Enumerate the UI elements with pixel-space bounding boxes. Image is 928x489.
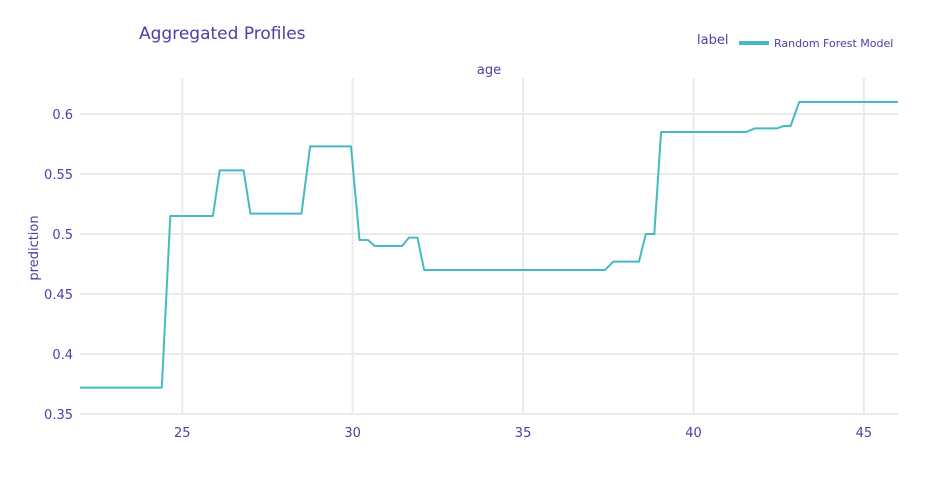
- line-layer: [80, 101, 898, 389]
- x-tick-label: 45: [856, 426, 873, 441]
- facet-label: age: [477, 63, 501, 78]
- y-tick-label: 0.35: [44, 408, 73, 423]
- y-tick-label: 0.55: [44, 168, 73, 183]
- x-tick-label: 35: [515, 426, 532, 441]
- chart-title: Aggregated Profiles: [139, 24, 306, 44]
- x-tick-label: 25: [174, 426, 191, 441]
- y-tick-label: 0.6: [52, 108, 73, 123]
- legend-item-label: Random Forest Model: [774, 37, 893, 50]
- x-tick-label: 40: [685, 426, 702, 441]
- x-tick-label: 30: [344, 426, 361, 441]
- y-tick-label: 0.4: [52, 348, 73, 363]
- series-line: [80, 101, 898, 389]
- legend-title: label: [697, 33, 728, 48]
- tick-layer: 25 30 35 40 45 0.35 0.4 0.45 0.5 0.55 0.6: [44, 108, 872, 441]
- y-axis-label: prediction: [27, 215, 42, 280]
- legend-entries[interactable]: Random Forest Model: [739, 37, 893, 50]
- legend: label Random Forest Model: [697, 33, 893, 50]
- y-tick-label: 0.45: [44, 288, 73, 303]
- y-tick-label: 0.5: [52, 228, 73, 243]
- grid-layer: [80, 78, 898, 415]
